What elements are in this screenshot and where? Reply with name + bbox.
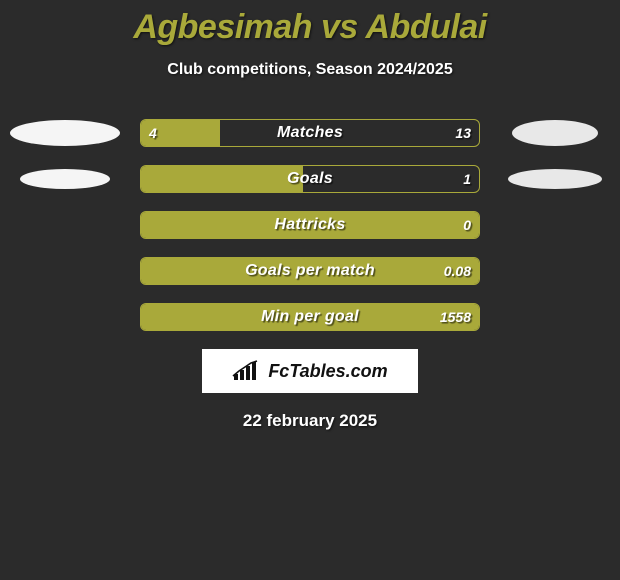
- stat-right-value: 0: [463, 212, 471, 238]
- player-left-marker: [20, 169, 110, 189]
- stat-label: Goals: [141, 166, 479, 192]
- bar-chart-icon: [232, 360, 260, 382]
- comparison-date: 22 february 2025: [0, 411, 620, 431]
- stat-bar: Goals 1: [140, 165, 480, 193]
- stat-row: Hattricks 0: [10, 211, 610, 239]
- stat-bar: Goals per match 0.08: [140, 257, 480, 285]
- stat-label: Hattricks: [141, 212, 479, 238]
- brand-logo: FcTables.com: [202, 349, 418, 393]
- player-right-marker: [508, 169, 602, 189]
- stat-right-value: 0.08: [444, 258, 471, 284]
- stat-label: Goals per match: [141, 258, 479, 284]
- stat-row: Goals per match 0.08: [10, 257, 610, 285]
- brand-text: FcTables.com: [268, 361, 387, 382]
- stat-bar: Hattricks 0: [140, 211, 480, 239]
- stat-row: 4 Matches 13: [10, 119, 610, 147]
- player-left-marker: [10, 120, 120, 146]
- stat-bar: 4 Matches 13: [140, 119, 480, 147]
- stat-right-value: 1558: [440, 304, 471, 330]
- stat-label: Matches: [141, 120, 479, 146]
- player-right-marker: [512, 120, 598, 146]
- stat-row: Goals 1: [10, 165, 610, 193]
- comparison-title: Agbesimah vs Abdulai: [0, 0, 620, 47]
- comparison-chart: 4 Matches 13 Goals 1 Hattricks 0 Goals p…: [0, 119, 620, 331]
- comparison-subtitle: Club competitions, Season 2024/2025: [0, 61, 620, 79]
- stat-right-value: 13: [455, 120, 471, 146]
- stat-bar: Min per goal 1558: [140, 303, 480, 331]
- stat-label: Min per goal: [141, 304, 479, 330]
- stat-right-value: 1: [463, 166, 471, 192]
- stat-row: Min per goal 1558: [10, 303, 610, 331]
